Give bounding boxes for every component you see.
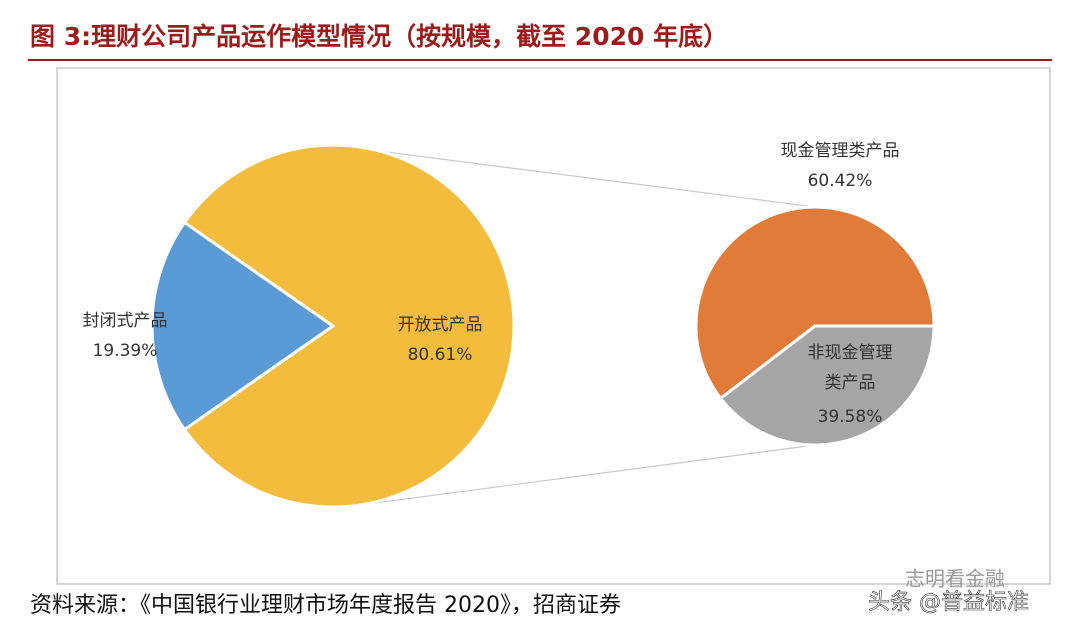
slice-label: 现金管理类产品 bbox=[780, 141, 900, 161]
slice-value: 80.61% bbox=[407, 345, 473, 365]
slice-label: 开放式产品 bbox=[397, 315, 483, 335]
chart-title: 图 3:理财公司产品运作模型情况（按规模，截至 2020 年底） bbox=[30, 22, 728, 51]
pie-slice bbox=[150, 220, 336, 432]
slice-label: 封闭式产品 bbox=[82, 311, 168, 331]
slice-value: 19.39% bbox=[92, 341, 158, 361]
watermark: 志明看金融 bbox=[905, 567, 1005, 591]
pie-slice bbox=[694, 205, 936, 401]
pie-slice bbox=[182, 143, 516, 509]
pie-slice bbox=[718, 324, 936, 447]
slice-value: 60.42% bbox=[807, 171, 873, 191]
chart-frame bbox=[56, 67, 1051, 585]
connector-line bbox=[379, 150, 816, 208]
source-note: 资料来源：《中国银行业理财市场年度报告 2020》，招商证券 bbox=[30, 593, 621, 618]
slice-label: 非现金管理类产品 bbox=[807, 343, 893, 393]
watermark: 头条 @普益标准 bbox=[868, 590, 1029, 615]
slice-value: 39.58% bbox=[817, 407, 883, 427]
connector-line bbox=[361, 444, 816, 506]
